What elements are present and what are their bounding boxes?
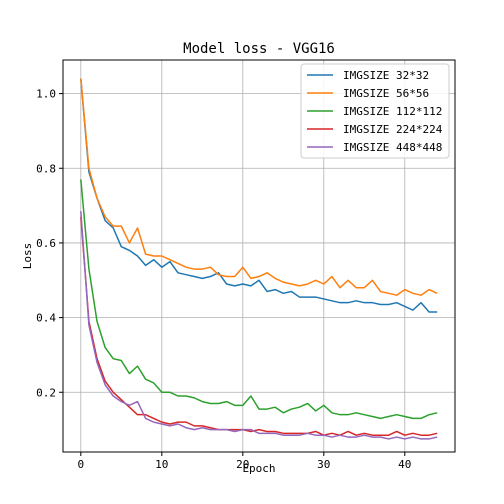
x-axis-label: Epoch xyxy=(242,462,275,475)
series-lines xyxy=(80,78,438,440)
y-axis-label: Loss xyxy=(21,243,34,270)
y-tick-label: 0.2 xyxy=(36,386,56,399)
plot-frame xyxy=(62,59,456,453)
legend-label: IMGSIZE 112*112 xyxy=(343,105,442,118)
series-line-4 xyxy=(80,216,438,436)
series-line-3 xyxy=(80,179,438,420)
x-tick-label: 0 xyxy=(78,458,85,471)
chart-title: Model loss - VGG16 xyxy=(183,41,335,57)
legend-box xyxy=(300,63,450,159)
series-line-5 xyxy=(80,211,438,440)
x-tick-label: 20 xyxy=(236,458,249,471)
x-tick-label: 40 xyxy=(398,458,411,471)
legend-label: IMGSIZE 448*448 xyxy=(343,141,442,154)
legend-label: IMGSIZE 56*56 xyxy=(343,87,429,100)
x-tick-label: 30 xyxy=(317,458,330,471)
y-tick-label: 1.0 xyxy=(36,88,56,101)
x-axis-ticks: 0 10 20 30 40 xyxy=(78,452,411,471)
x-tick-label: 10 xyxy=(155,458,168,471)
series-line-2 xyxy=(80,78,438,296)
y-tick-label: 0.8 xyxy=(36,162,56,175)
legend-label: IMGSIZE 32*32 xyxy=(343,69,429,82)
series-line-1 xyxy=(80,78,438,313)
y-axis-ticks: 0.2 0.4 0.6 0.8 1.0 xyxy=(36,88,63,399)
y-tick-label: 0.6 xyxy=(36,237,56,250)
y-tick-label: 0.4 xyxy=(36,312,56,325)
legend-label: IMGSIZE 224*224 xyxy=(343,123,443,136)
legend: IMGSIZE 32*32 IMGSIZE 56*56 IMGSIZE 112*11… xyxy=(300,63,450,159)
